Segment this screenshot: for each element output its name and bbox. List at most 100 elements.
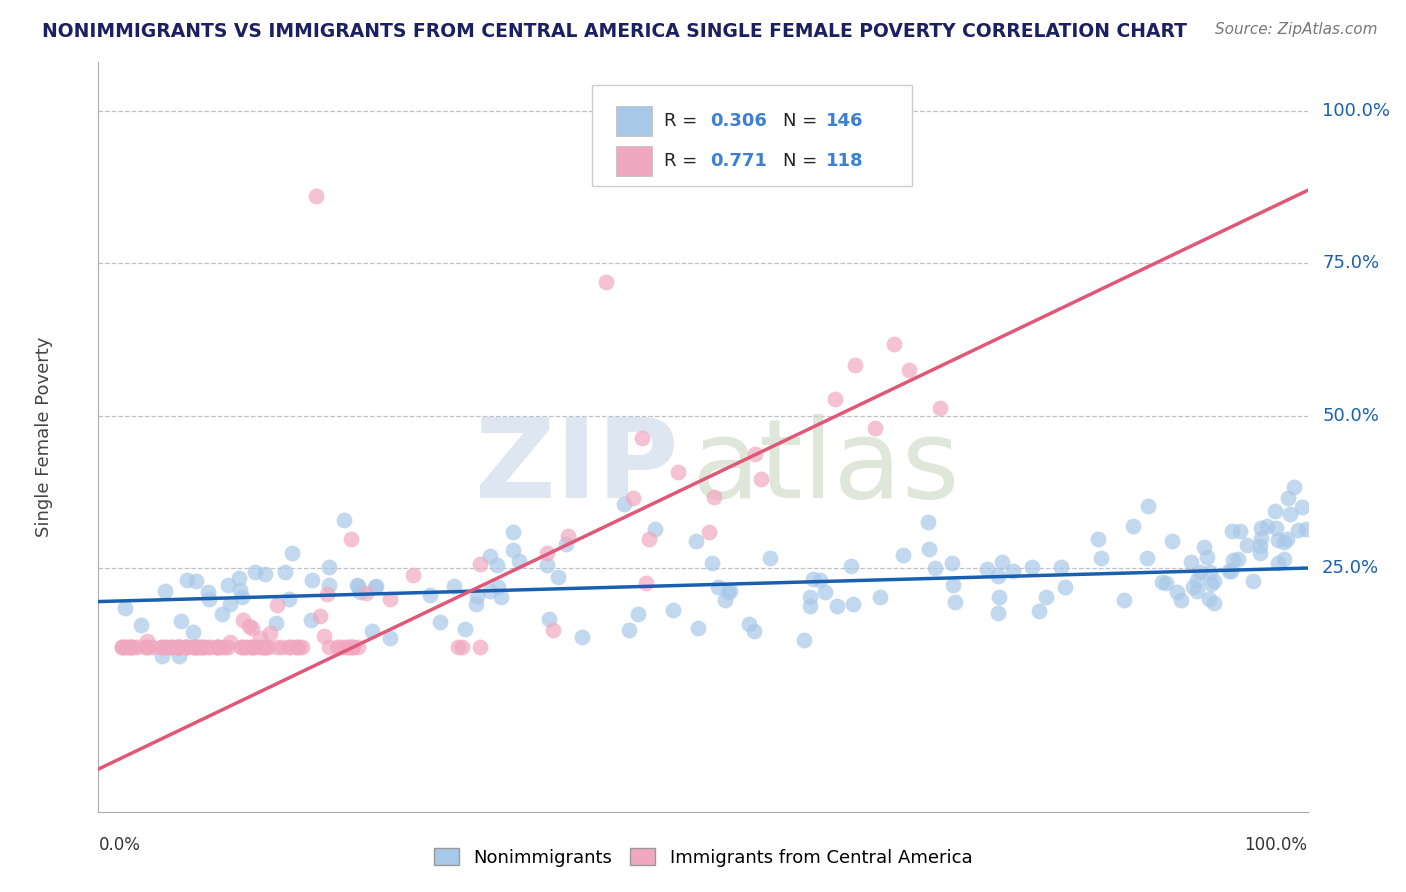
Point	[987, 569, 1010, 583]
Point	[111, 640, 134, 655]
Point	[191, 640, 214, 655]
Point	[1204, 574, 1226, 588]
Point	[898, 363, 921, 377]
Point	[174, 640, 197, 655]
Point	[1161, 534, 1184, 549]
Point	[1090, 551, 1112, 566]
Point	[333, 513, 356, 527]
Point	[257, 640, 280, 655]
Point	[893, 548, 915, 562]
Point	[1241, 574, 1264, 588]
Point	[197, 640, 219, 655]
Point	[181, 640, 204, 655]
Text: 118: 118	[827, 152, 863, 169]
Point	[117, 640, 139, 655]
Point	[631, 431, 654, 445]
Point	[758, 550, 780, 565]
Point	[502, 543, 524, 558]
Point	[240, 640, 263, 655]
Point	[468, 558, 491, 572]
Point	[240, 621, 263, 635]
Point	[1236, 538, 1258, 552]
Point	[342, 640, 364, 655]
Point	[749, 472, 772, 486]
Text: 50.0%: 50.0%	[1322, 407, 1379, 425]
Point	[278, 591, 301, 606]
Point	[235, 640, 257, 655]
Point	[228, 571, 250, 585]
Point	[793, 633, 815, 648]
Point	[259, 625, 281, 640]
Point	[253, 640, 276, 655]
Point	[825, 599, 848, 613]
Point	[299, 613, 322, 627]
Point	[364, 580, 387, 594]
Point	[218, 597, 240, 611]
Point	[1185, 573, 1208, 587]
Point	[217, 640, 239, 655]
Point	[174, 640, 197, 655]
Point	[555, 536, 578, 550]
Point	[1286, 524, 1309, 538]
Point	[1249, 545, 1271, 559]
Point	[685, 533, 707, 548]
Point	[336, 640, 359, 655]
Point	[627, 607, 650, 622]
Point	[1282, 480, 1305, 494]
Point	[162, 640, 184, 655]
Point	[122, 640, 145, 655]
Point	[557, 529, 579, 543]
Point	[703, 490, 725, 504]
Point	[266, 615, 288, 630]
Point	[211, 607, 233, 622]
Text: 100.0%: 100.0%	[1322, 103, 1391, 120]
Point	[928, 401, 950, 416]
Point	[242, 640, 264, 655]
Point	[193, 640, 215, 655]
Point	[1189, 565, 1212, 579]
Point	[863, 421, 886, 435]
Point	[1135, 551, 1157, 566]
Point	[1154, 576, 1177, 591]
Point	[326, 640, 349, 655]
Point	[274, 566, 297, 580]
Point	[738, 616, 761, 631]
Point	[697, 524, 720, 539]
Point	[337, 640, 360, 655]
Point	[686, 621, 709, 635]
Point	[378, 592, 401, 607]
Point	[318, 640, 340, 655]
Point	[1222, 552, 1244, 566]
Point	[1053, 580, 1076, 594]
Point	[1185, 583, 1208, 598]
Point	[250, 640, 273, 655]
Point	[287, 640, 309, 655]
Bar	[616, 106, 652, 136]
Point	[235, 640, 257, 655]
Point	[924, 561, 946, 575]
Point	[346, 578, 368, 592]
Point	[799, 599, 821, 613]
Point	[318, 578, 340, 592]
Point	[238, 619, 260, 633]
Point	[801, 572, 824, 586]
Point	[166, 640, 188, 655]
Point	[204, 640, 226, 655]
Point	[141, 640, 163, 655]
Point	[125, 640, 148, 655]
Point	[239, 640, 262, 655]
Text: N =: N =	[783, 152, 823, 169]
Point	[443, 579, 465, 593]
Point	[942, 578, 965, 592]
Point	[301, 573, 323, 587]
Point	[285, 640, 308, 655]
Point	[402, 568, 425, 582]
Text: NONIMMIGRANTS VS IMMIGRANTS FROM CENTRAL AMERICA SINGLE FEMALE POVERTY CORRELATI: NONIMMIGRANTS VS IMMIGRANTS FROM CENTRAL…	[42, 22, 1187, 41]
Point	[571, 630, 593, 644]
Point	[536, 546, 558, 560]
Point	[347, 579, 370, 593]
Point	[170, 614, 193, 628]
Point	[339, 532, 361, 546]
Point	[211, 640, 233, 655]
Point	[361, 624, 384, 639]
